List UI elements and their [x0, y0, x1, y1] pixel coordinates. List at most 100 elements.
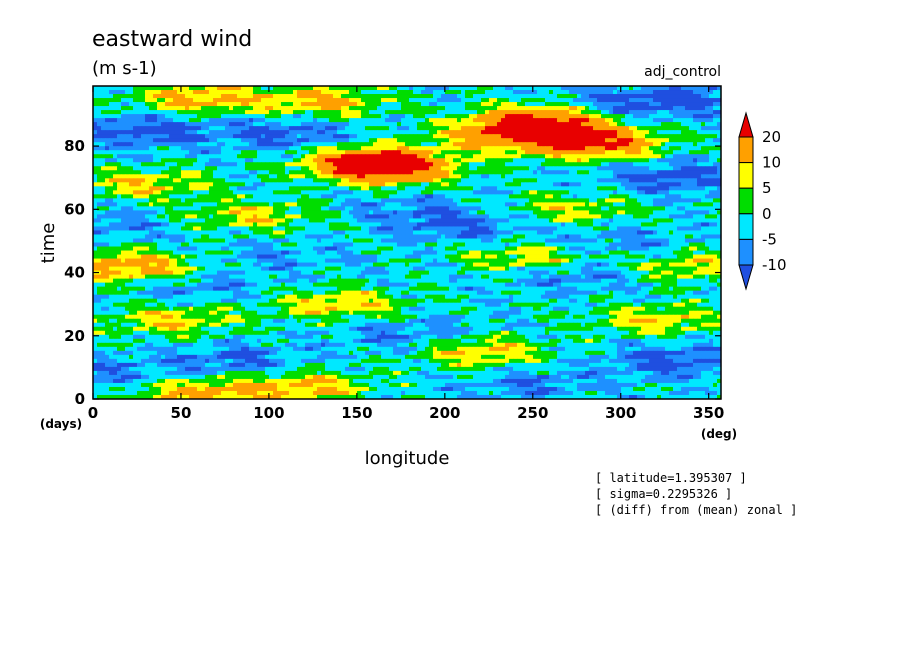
heatmap-cell: [325, 174, 330, 179]
heatmap-cell: [417, 154, 422, 159]
heatmap-cell: [409, 174, 414, 179]
heatmap-cell: [453, 102, 458, 107]
heatmap-cell: [569, 106, 574, 111]
heatmap-cell: [317, 126, 322, 131]
heatmap-cell: [601, 118, 606, 123]
heatmap-cell: [449, 146, 454, 151]
heatmap-cell: [469, 154, 474, 159]
heatmap-cell: [709, 190, 714, 195]
heatmap-cell: [545, 202, 550, 207]
heatmap-cell: [309, 114, 314, 119]
heatmap-cell: [641, 198, 646, 203]
heatmap-cell: [261, 110, 266, 115]
heatmap-cell: [145, 110, 150, 115]
heatmap-cell: [261, 174, 266, 179]
heatmap-cell: [681, 186, 686, 191]
heatmap-cell: [561, 158, 566, 163]
heatmap-cell: [317, 98, 322, 103]
heatmap-cell: [549, 194, 554, 199]
heatmap-cell: [473, 154, 478, 159]
heatmap-cell: [193, 150, 198, 155]
heatmap-cell: [157, 178, 162, 183]
heatmap-cell: [241, 138, 246, 143]
heatmap-cell: [261, 186, 266, 191]
heatmap-cell: [645, 162, 650, 167]
heatmap-cell: [425, 106, 430, 111]
heatmap-cell: [285, 158, 290, 163]
heatmap-cell: [269, 150, 274, 155]
heatmap-cell: [661, 150, 666, 155]
heatmap-cell: [381, 150, 386, 155]
heatmap-cell: [705, 110, 710, 115]
heatmap-cell: [229, 210, 234, 215]
heatmap-cell: [465, 106, 470, 111]
heatmap-cell: [133, 110, 138, 115]
heatmap-cell: [513, 118, 518, 123]
heatmap-cell: [621, 178, 626, 183]
heatmap-cell: [325, 194, 330, 199]
heatmap-cell: [193, 186, 198, 191]
heatmap-cell: [337, 106, 342, 111]
heatmap-cell: [137, 186, 142, 191]
heatmap-cell: [117, 114, 122, 119]
heatmap-cell: [449, 90, 454, 95]
heatmap-cell: [633, 86, 638, 91]
heatmap-cell: [477, 90, 482, 95]
heatmap-cell: [101, 86, 106, 91]
heatmap-cell: [637, 194, 642, 199]
heatmap-cell: [645, 174, 650, 179]
heatmap-cell: [257, 182, 262, 187]
heatmap-cell: [341, 98, 346, 103]
heatmap-cell: [529, 118, 534, 123]
heatmap-cell: [553, 94, 558, 99]
heatmap-cell: [297, 138, 302, 143]
heatmap-cell: [481, 142, 486, 147]
heatmap-cell: [685, 202, 690, 207]
heatmap-cell: [497, 98, 502, 103]
heatmap-cell: [529, 98, 534, 103]
heatmap-cell: [489, 174, 494, 179]
heatmap-cell: [281, 126, 286, 131]
heatmap-cell: [657, 186, 662, 191]
heatmap-cell: [153, 94, 158, 99]
heatmap-cell: [545, 198, 550, 203]
heatmap-cell: [225, 194, 230, 199]
heatmap-cell: [685, 102, 690, 107]
heatmap-cell: [281, 114, 286, 119]
heatmap-cell: [433, 174, 438, 179]
heatmap-cell: [221, 166, 226, 171]
heatmap-cell: [117, 130, 122, 135]
heatmap-cell: [673, 138, 678, 143]
heatmap-cell: [273, 194, 278, 199]
heatmap-cell: [621, 86, 626, 91]
heatmap-cell: [505, 126, 510, 131]
heatmap-cell: [625, 166, 630, 171]
heatmap-cell: [693, 138, 698, 143]
heatmap-cell: [329, 90, 334, 95]
heatmap-cell: [293, 110, 298, 115]
heatmap-cell: [713, 134, 718, 139]
heatmap-cell: [537, 162, 542, 167]
heatmap-cell: [593, 166, 598, 171]
heatmap-cell: [293, 94, 298, 99]
heatmap-cell: [233, 186, 238, 191]
heatmap-cell: [549, 134, 554, 139]
heatmap-cell: [333, 146, 338, 151]
heatmap-cell: [697, 178, 702, 183]
heatmap-cell: [569, 102, 574, 107]
heatmap-cell: [317, 158, 322, 163]
heatmap-cell: [605, 150, 610, 155]
heatmap-cell: [349, 110, 354, 115]
heatmap-cell: [353, 162, 358, 167]
heatmap-cell: [461, 122, 466, 127]
heatmap-cell: [697, 154, 702, 159]
heatmap-cell: [109, 86, 114, 91]
heatmap-cell: [629, 206, 634, 211]
heatmap-cell: [633, 202, 638, 207]
heatmap-cell: [329, 122, 334, 127]
heatmap-cell: [269, 198, 274, 203]
heatmap-cell: [625, 114, 630, 119]
heatmap-cell: [529, 114, 534, 119]
heatmap-cell: [541, 86, 546, 91]
heatmap-cell: [337, 174, 342, 179]
